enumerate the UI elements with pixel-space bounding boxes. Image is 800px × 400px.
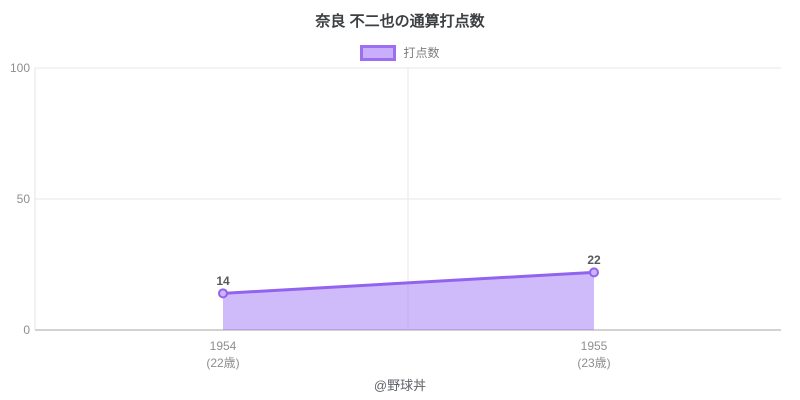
x-tick-year: 1955 (580, 339, 608, 353)
x-tick-year: 1954 (209, 339, 237, 353)
x-tick-1954: 1954 (22歳) (206, 338, 239, 372)
grid-lines (34, 67, 781, 331)
y-tick-0: 0 (23, 323, 30, 337)
y-tick-50: 50 (16, 192, 30, 206)
y-tick-100: 100 (9, 61, 30, 75)
data-point-1[interactable] (589, 267, 599, 278)
data-point-0[interactable] (218, 288, 228, 299)
x-tick-age: (23歳) (577, 356, 611, 370)
series-layer (218, 267, 599, 330)
area-fill (223, 272, 594, 330)
x-tick-1955: 1955 (23歳) (577, 338, 610, 372)
chart-title: 奈良 不二也の通算打点数 (315, 13, 485, 30)
series-line (221, 270, 596, 295)
x-tick-age: (22歳) (206, 356, 240, 370)
data-label-0: 14 (216, 274, 230, 289)
data-label-1: 22 (587, 253, 601, 268)
legend-item-rbi[interactable]: 打点数 (0, 44, 800, 61)
legend-label: 打点数 (403, 46, 440, 60)
chart-footer: @野球丼 (373, 378, 427, 393)
legend-swatch (360, 44, 397, 61)
